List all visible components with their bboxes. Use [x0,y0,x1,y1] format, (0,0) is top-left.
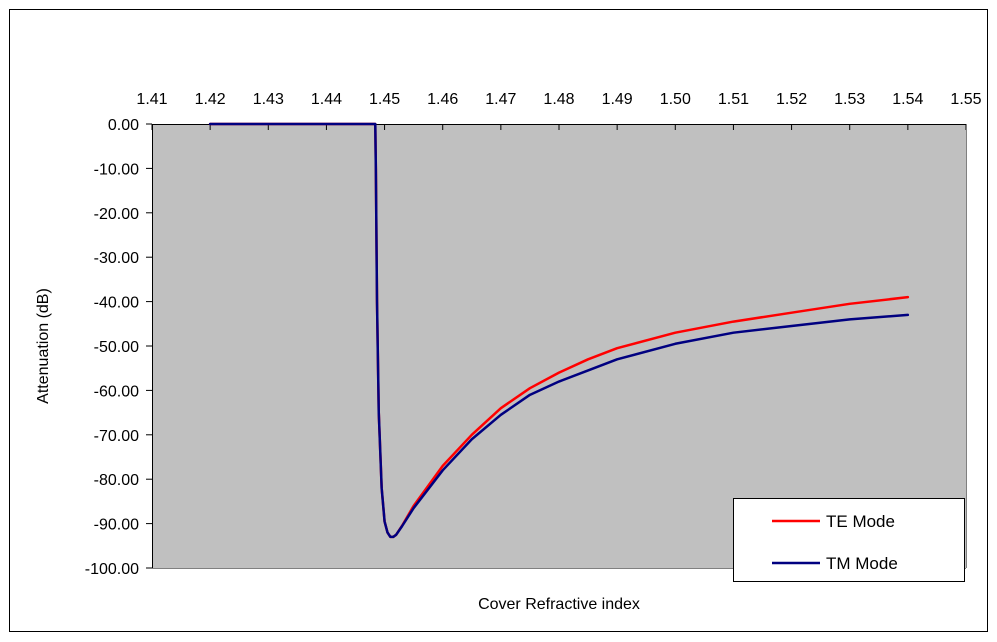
y-tick-label: -10.00 [94,161,139,178]
x-tick-label: 1.44 [311,91,342,108]
y-tick-label: -80.00 [94,472,139,489]
y-tick-label: -40.00 [94,295,139,312]
x-tick-label: 1.48 [543,91,574,108]
x-tick-label: 1.43 [253,91,284,108]
legend-label-tm-mode: TM Mode [826,554,898,573]
x-axis-label: Cover Refractive index [478,596,640,613]
x-axis: 1.41 1.42 1.43 1.44 1.45 1.46 1.47 1.48 1.49 1.50… [136,91,982,130]
x-tick-label: 1.50 [660,91,691,108]
legend-box [733,498,965,582]
x-tick-label: 1.45 [369,91,400,108]
x-tick-label: 1.42 [195,91,226,108]
y-axis-label: Attenuation (dB) [35,288,52,404]
y-tick-label: -90.00 [94,517,139,534]
x-tick-label: 1.54 [892,91,923,108]
x-tick-label: 1.41 [136,91,167,108]
x-tick-label: 1.46 [427,91,458,108]
legend: TE Mode TM Mode [733,498,965,582]
x-tick-label: 1.55 [950,91,981,108]
series-line-tm-mode [208,122,910,539]
y-tick-label: -70.00 [94,428,139,445]
x-tick-label: 1.53 [834,91,865,108]
y-tick-label: -30.00 [94,250,139,267]
y-tick-label: 0.00 [108,117,139,134]
y-tick-label: -50.00 [94,339,139,356]
y-tick-label: -60.00 [94,383,139,400]
y-tick-label: -20.00 [94,206,139,223]
plot-series [208,122,910,539]
x-tick-label: 1.49 [602,91,633,108]
plot-area [152,124,966,568]
y-tick-label: -100.00 [85,561,139,578]
x-tick-label: 1.47 [485,91,516,108]
y-axis: 0.00 -10.00 -20.00 -30.00 -40.00 -50.00 -60.00… [85,117,967,578]
x-tick-label: 1.51 [718,91,749,108]
legend-label-te-mode: TE Mode [826,512,895,531]
x-tick-label: 1.52 [776,91,807,108]
